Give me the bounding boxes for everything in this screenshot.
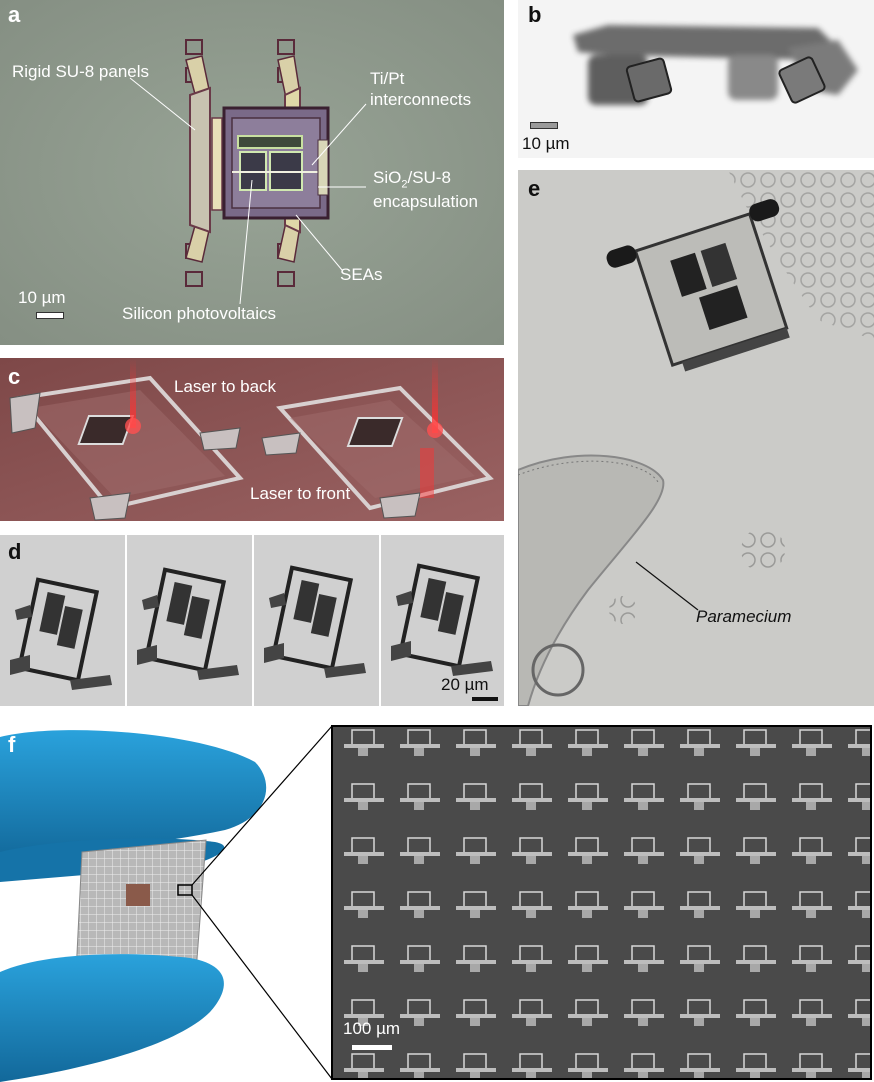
panel-c-rendering bbox=[0, 358, 504, 521]
panel-d-label: d bbox=[8, 539, 22, 564]
laser-back-label: Laser to back bbox=[174, 377, 277, 396]
encapsulation-label-line2: encapsulation bbox=[373, 192, 478, 211]
panel-d-scale-bar bbox=[472, 697, 498, 701]
panel-a-leader-lines bbox=[129, 77, 367, 305]
panel-f-scale-bar bbox=[352, 1045, 392, 1050]
interconnects-label-line1: Ti/Pt bbox=[370, 69, 405, 88]
panel-b-scale-text: 10 µm bbox=[522, 134, 570, 153]
panel-e: e Paramecium bbox=[518, 170, 874, 706]
photovoltaics-label: Silicon photovoltaics bbox=[122, 304, 277, 323]
panel-c-label: c bbox=[8, 364, 21, 389]
rigid-panels-label: Rigid SU-8 panels bbox=[12, 62, 150, 81]
encapsulation-post: /SU-8 bbox=[407, 168, 451, 187]
panel-f-label: f bbox=[8, 732, 16, 757]
laser-front-label: Laser to front bbox=[250, 484, 351, 503]
panel-a-scale-bar bbox=[36, 312, 64, 319]
panel-b-label: b bbox=[528, 2, 542, 27]
panel-a-scale-text: 10 µm bbox=[18, 288, 66, 307]
panel-f-photo bbox=[0, 725, 872, 1082]
panel-a-label: a bbox=[8, 2, 21, 27]
panel-f-scale-text: 100 µm bbox=[343, 1019, 401, 1038]
panel-b-scale-bar bbox=[530, 122, 558, 129]
panel-a-micrograph bbox=[0, 0, 504, 345]
panel-e-micrograph bbox=[518, 170, 874, 706]
interconnects-label-line2: interconnects bbox=[370, 90, 472, 109]
panel-b: b 10 µm bbox=[518, 0, 874, 158]
panel-d: d 20 µm bbox=[0, 535, 504, 706]
encapsulation-pre: SiO bbox=[373, 168, 402, 187]
panel-c: c Laser to back Laser to front bbox=[0, 358, 504, 521]
panel-a: a Rigid SU-8 panels Ti/Pt interconnects … bbox=[0, 0, 504, 345]
paramecium-label: Paramecium bbox=[696, 607, 792, 626]
panel-f: f 100 µm bbox=[0, 722, 874, 1082]
panel-d-scale-text: 20 µm bbox=[441, 675, 489, 694]
panel-d-frames bbox=[0, 535, 504, 706]
seas-label: SEAs bbox=[340, 265, 383, 284]
encapsulation-label-line1: SiO2/SU-8 bbox=[373, 168, 451, 194]
encapsulation-sub: 2 bbox=[401, 178, 408, 191]
panel-e-label: e bbox=[528, 176, 541, 201]
panel-b-micrograph bbox=[573, 25, 858, 105]
